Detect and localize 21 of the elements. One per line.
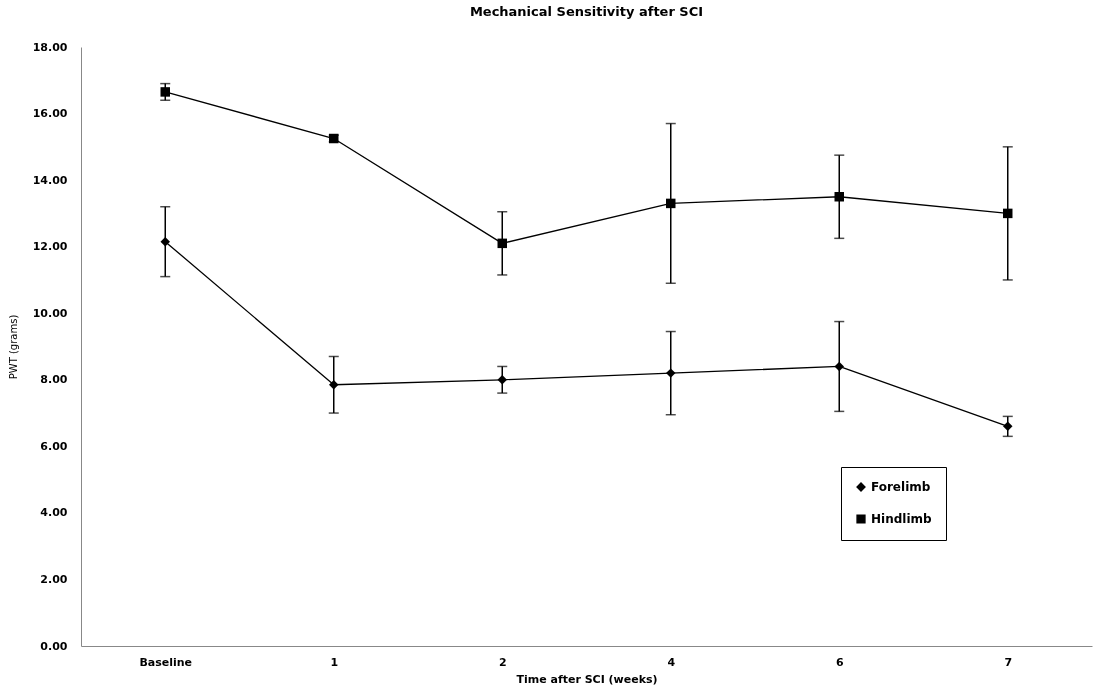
y-tick-label: 6.00 [40, 439, 68, 453]
x-tick-label: 1 [330, 655, 339, 669]
y-tick-label: 8.00 [40, 373, 68, 387]
x-tick-label: 7 [1004, 655, 1013, 669]
x-tick-label: 2 [498, 655, 507, 669]
y-tick-label: 4.00 [40, 506, 68, 520]
y-axis-title: PWT (grams) [7, 314, 19, 380]
x-tick-label: Baseline [139, 655, 193, 669]
y-tick-label: 14.00 [32, 173, 68, 187]
y-tick-label: 0.00 [40, 639, 68, 653]
y-tick-label: 18.00 [32, 40, 68, 54]
y-tick-label: 16.00 [32, 107, 68, 121]
legend-label: Hindlimb [871, 512, 933, 526]
x-axis-title: Time after SCI (weeks) [516, 672, 658, 686]
x-tick-label: 4 [667, 655, 676, 669]
chart-title: Mechanical Sensitivity after SCI [469, 4, 704, 19]
y-tick-label: 10.00 [32, 306, 68, 320]
y-tick-label: 2.00 [40, 572, 68, 586]
y-tick-label: 12.00 [32, 240, 68, 254]
legend-label: Forelimb [871, 480, 931, 494]
x-tick-label: 6 [835, 655, 844, 669]
